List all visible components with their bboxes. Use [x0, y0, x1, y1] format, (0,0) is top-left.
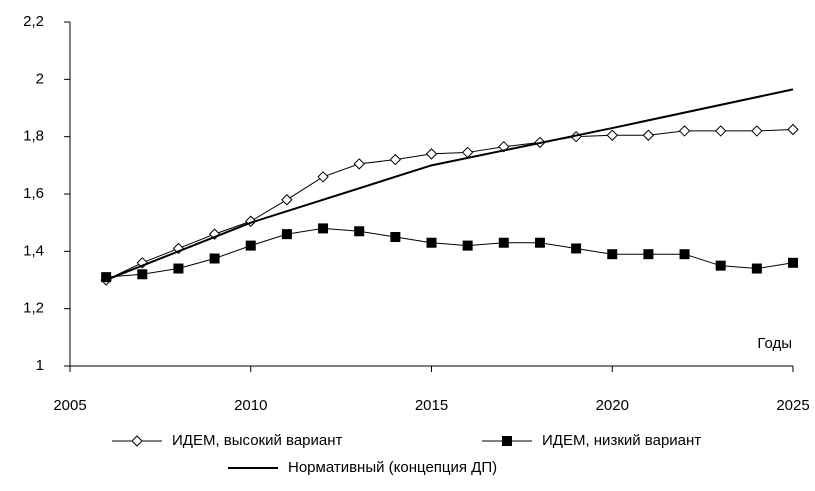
marker: [317, 171, 329, 183]
y-tick-label: 1,2: [23, 300, 44, 317]
marker: [679, 249, 690, 260]
legend-label: ИДЕМ, низкий вариант: [542, 432, 701, 449]
y-tick-label: 1,6: [23, 185, 44, 202]
marker: [534, 237, 545, 248]
marker: [714, 125, 727, 137]
marker: [173, 263, 184, 274]
marker: [426, 237, 437, 248]
marker: [245, 240, 256, 251]
series-line: [105, 88, 794, 281]
marker: [642, 129, 655, 141]
marker: [389, 153, 402, 166]
marker: [751, 125, 763, 137]
marker: [606, 129, 618, 141]
y-tick-label: 2,2: [23, 13, 44, 30]
marker: [354, 226, 365, 237]
marker: [498, 237, 509, 248]
marker: [172, 242, 185, 255]
axis-label: Годы: [757, 335, 792, 352]
marker: [643, 249, 654, 260]
y-tick-label: 1,4: [23, 242, 44, 259]
marker: [101, 272, 112, 283]
marker: [462, 240, 473, 251]
x-tick-label: 2005: [53, 397, 86, 414]
marker: [281, 194, 293, 206]
y-tick-label: 1,8: [23, 128, 44, 145]
marker: [209, 253, 220, 264]
x-tick-label: 2020: [596, 397, 629, 414]
marker: [353, 158, 365, 170]
x-tick-label: 2010: [234, 397, 267, 414]
series-line: [106, 227, 794, 278]
marker: [788, 257, 798, 268]
legend-label: ИДЕМ, высокий вариант: [172, 432, 343, 449]
y-tick-label: 1: [36, 357, 44, 374]
series-line: [105, 129, 794, 281]
marker: [390, 232, 401, 242]
marker: [281, 229, 292, 240]
marker: [318, 223, 329, 234]
marker: [461, 146, 474, 159]
legend-label: Нормативный (концепция ДП): [288, 459, 497, 476]
marker: [425, 148, 438, 160]
marker: [137, 269, 148, 280]
x-tick-label: 2025: [776, 397, 809, 414]
marker: [678, 125, 691, 137]
x-tick-label: 2015: [415, 397, 448, 414]
marker: [715, 260, 726, 271]
marker: [751, 263, 762, 274]
y-tick-label: 2: [36, 70, 44, 87]
legend-marker: [131, 435, 143, 447]
marker: [787, 123, 799, 136]
marker: [571, 243, 582, 254]
legend-marker: [502, 436, 512, 446]
marker: [607, 249, 618, 260]
